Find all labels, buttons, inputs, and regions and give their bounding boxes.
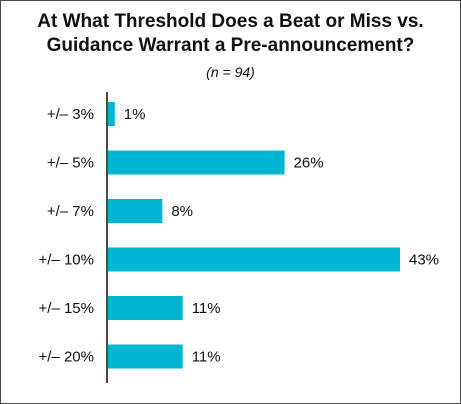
value-label: 8% xyxy=(171,203,193,220)
value-label: 11% xyxy=(192,300,221,317)
chart-title: At What Threshold Does a Beat or Miss vs… xyxy=(0,10,461,58)
chart-subtitle: (n = 94) xyxy=(206,64,255,80)
chart-title-line-2: Guidance Warrant a Pre-announcement? xyxy=(46,35,415,56)
chart-title-line-1: At What Threshold Does a Beat or Miss vs… xyxy=(37,11,424,32)
category-label: +/– 3% xyxy=(47,106,94,123)
value-label: 11% xyxy=(192,349,221,366)
bar xyxy=(108,102,115,126)
bar xyxy=(108,344,183,369)
category-label: +/– 20% xyxy=(39,349,94,366)
bars-group: +/– 3% 1% +/– 5% 26% +/– 7% 8% +/– 10% 43% +/– 1… xyxy=(39,102,439,369)
bar xyxy=(108,296,183,320)
value-label: 26% xyxy=(294,155,324,172)
category-label: +/– 7% xyxy=(47,203,94,220)
bar xyxy=(108,199,163,223)
category-label: +/– 15% xyxy=(39,300,94,317)
value-label: 1% xyxy=(124,106,146,123)
bar xyxy=(108,247,400,272)
value-label: 43% xyxy=(409,252,439,269)
category-label: +/– 10% xyxy=(39,252,94,269)
category-label: +/– 5% xyxy=(47,155,94,172)
bar xyxy=(108,150,285,175)
